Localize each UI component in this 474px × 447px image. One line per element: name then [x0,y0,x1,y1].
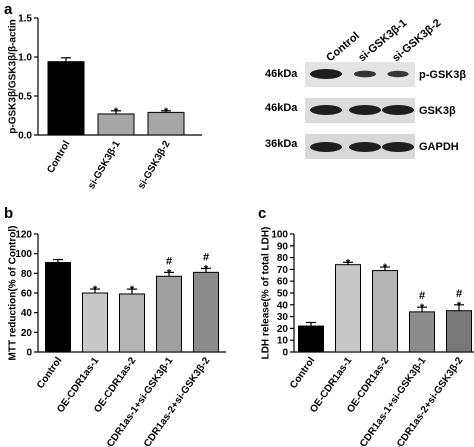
blot-lane-label-control: Control [324,30,362,64]
panel-b-letter: b [4,205,13,222]
y-tick-label-c-9: 90 [277,241,289,252]
category-label-c-0: Control [288,355,318,391]
y-tick-label-c-6: 60 [277,277,289,288]
blot-band-row-3-lane-1 [310,142,342,152]
bar-b-1 [82,292,108,353]
y-tick-label-b-0: 0 [26,348,32,359]
blot-band-row-1-lane-2 [353,70,377,78]
bar-chart-a: 0.0 0.5 1.0 1.5p-GSK3β/GSK3β/β-actin Control… [7,14,202,192]
bar-c-2 [372,270,398,353]
y-tick-label-a-1: 0.5 [18,92,32,103]
significance-mark-c-2-0: * [383,262,388,274]
bar-c-3 [409,311,435,353]
western-blot: Control si-GSK3β-1 si-GSK3β-2 46kDa 46kD… [265,17,466,159]
bar-a-0 [47,61,85,136]
category-label-b-0: Control [35,355,65,391]
significance-mark-c-4-1: * [457,300,462,312]
blot-band-row-2-lane-3 [382,105,414,115]
blot-band-row-2-lane-1 [310,105,342,115]
y-axis-label-b: MTT reduction(% of Control) [7,226,18,361]
y-tick-label-c-4: 40 [277,300,289,311]
y-tick-label-c-1: 10 [277,336,289,347]
blot-band-row-1-lane-3 [387,70,409,78]
y-tick-label-a-2: 1.0 [18,53,32,64]
y-tick-label-b-1: 20 [21,328,33,339]
panel-a-letter: a [4,1,13,18]
blot-band-row-1-lane-1 [310,69,342,79]
blot-size-row-2: 46kDa [265,102,298,114]
bar-c-4 [446,310,472,353]
bar-c-0 [298,325,324,353]
y-tick-label-c-5: 50 [277,289,289,300]
y-tick-label-b-2: 40 [21,308,33,319]
y-tick-label-c-10: 100 [271,230,288,241]
blot-protein-row-3: GAPDH [419,141,459,153]
significance-mark-c-3-1: * [420,302,425,314]
panel-c-letter: c [258,205,266,222]
significance-mark-a-1-0: * [114,106,119,118]
y-tick-label-b-3: 60 [21,289,33,300]
blot-size-row-1: 46kDa [265,68,298,80]
blot-bands [310,69,414,152]
bar-b-3 [156,275,182,353]
y-tick-label-c-3: 30 [277,312,289,323]
significance-mark-a-2-0: * [164,106,169,118]
y-tick-label-c-2: 20 [277,324,289,335]
bar-c-1 [335,264,361,353]
y-tick-label-c-8: 80 [277,253,289,264]
category-label-a-2: si-GSK3β-2 [136,139,173,192]
blot-band-row-3-lane-2 [349,142,381,152]
significance-mark-b-2-0: * [130,284,135,296]
significance-mark-c-3-0: # [419,290,425,302]
significance-mark-c-1-0: * [346,257,351,269]
bar-b-0 [45,262,71,353]
significance-mark-b-4-0: # [203,251,209,263]
significance-mark-b-3-1: * [167,267,172,279]
y-axis-label-a: p-GSK3β/GSK3β/β-actin [7,19,18,133]
blot-protein-row-1: p-GSK3β [419,69,466,81]
y-tick-label-c-0: 0 [282,348,288,359]
y-axis-label-c: LDH release(% of total LDH) [260,227,271,360]
significance-mark-b-4-1: * [204,263,209,275]
blot-protein-row-2: GSK3β [419,105,456,117]
y-tick-label-a-0: 0.0 [18,131,32,142]
category-label-a-0: Control [45,139,72,175]
bar-b-4 [193,271,219,353]
category-label-a-1: si-GSK3β-1 [86,139,123,192]
y-tick-label-b-5: 100 [15,249,32,260]
significance-mark-c-4-0: # [456,288,462,300]
y-tick-label-b-4: 80 [21,269,33,280]
y-tick-label-c-7: 70 [277,265,289,276]
blot-band-row-2-lane-2 [349,105,381,115]
significance-mark-b-1-0: * [93,284,98,296]
significance-mark-b-3-0: # [166,255,172,267]
y-tick-label-b-6: 120 [15,230,32,241]
bar-b-2 [119,293,145,353]
blot-band-row-3-lane-3 [382,142,414,152]
y-tick-label-a-3: 1.5 [18,14,32,25]
blot-size-row-3: 36kDa [265,138,298,150]
